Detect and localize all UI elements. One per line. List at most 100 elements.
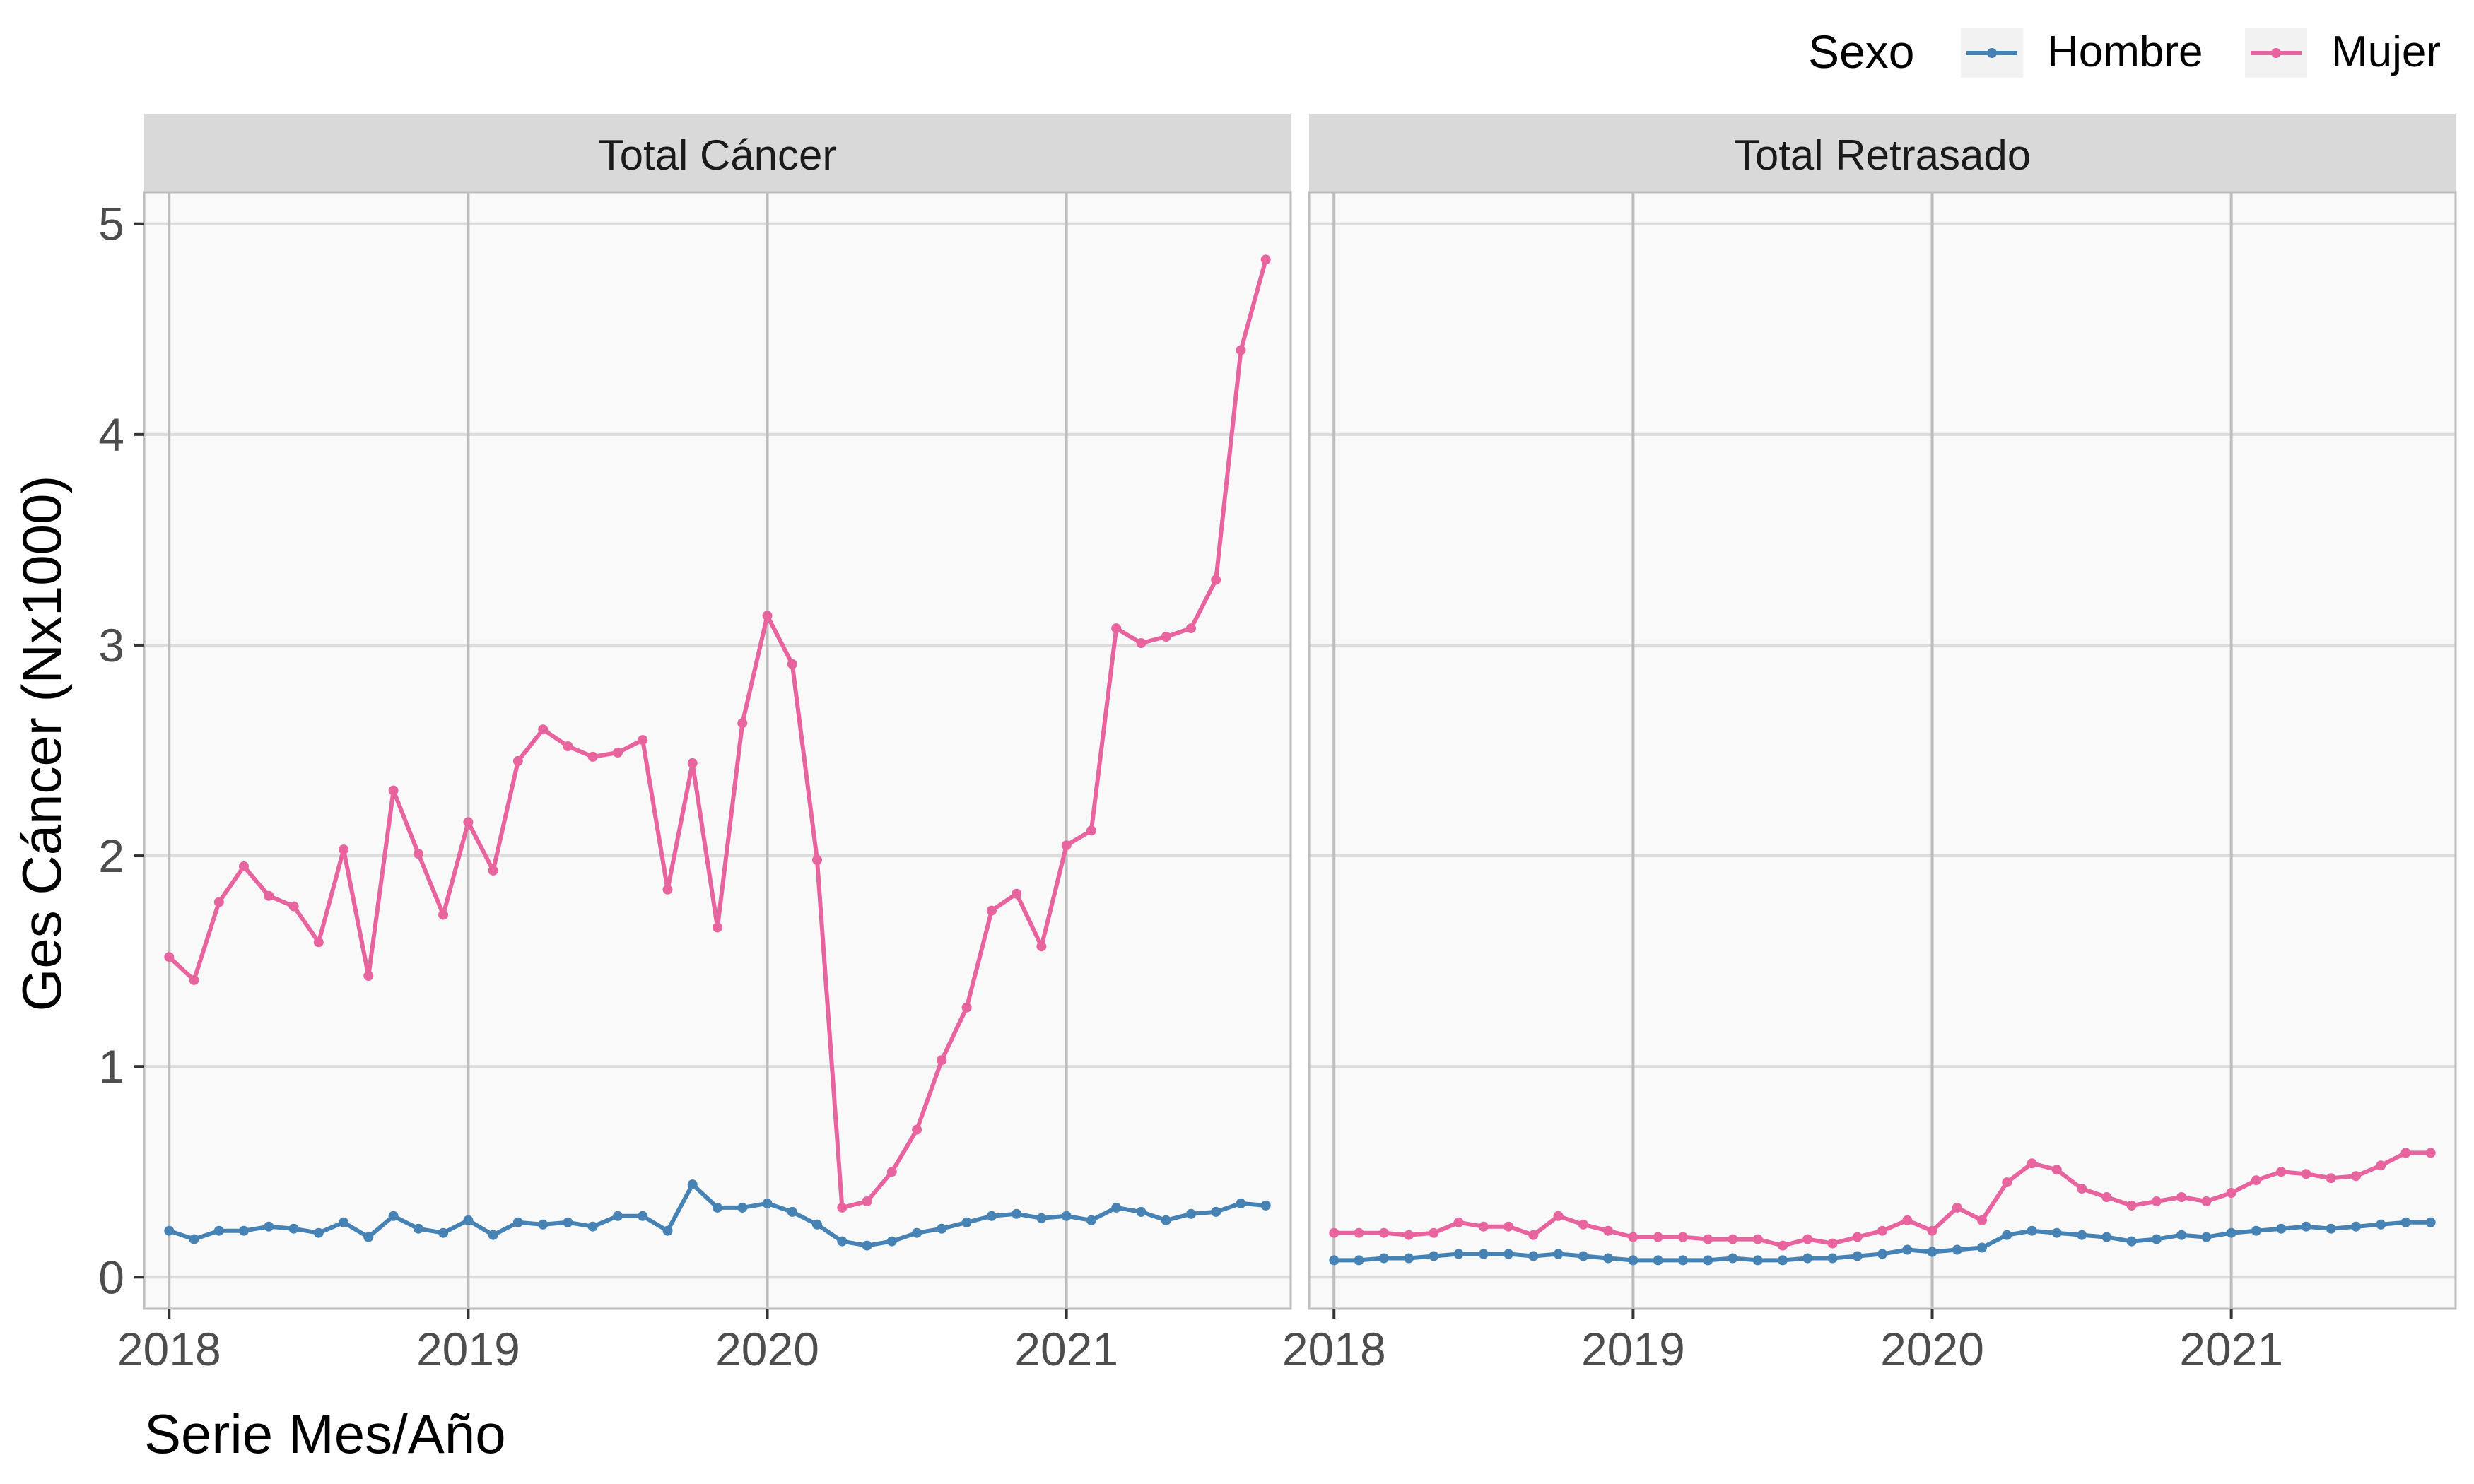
data-point-hombre [1653,1255,1663,1266]
data-point-hombre [1012,1208,1022,1219]
data-point-hombre [1578,1251,1588,1261]
data-point-hombre [512,1217,523,1227]
data-point-hombre [1329,1255,1339,1266]
data-point-mujer [1503,1221,1514,1232]
data-point-hombre [239,1225,249,1236]
data-point-hombre [2027,1225,2037,1236]
data-point-hombre [1927,1247,1937,1257]
data-point-mujer [213,897,224,907]
x-tick-label: 2018 [117,1323,221,1375]
data-point-hombre [2051,1227,2062,1238]
data-point-hombre [1528,1251,1539,1261]
y-tick-label: 4 [98,408,124,461]
facet-strip [144,114,1291,192]
data-point-mujer [886,1167,897,1177]
data-point-hombre [2326,1223,2336,1234]
y-tick-label: 3 [98,619,124,671]
data-point-hombre [288,1223,299,1234]
data-point-hombre [1161,1215,1171,1225]
data-point-hombre [2276,1223,2287,1234]
data-point-mujer [1852,1232,1863,1242]
data-point-hombre [1136,1206,1147,1217]
data-point-mujer [2425,1148,2436,1158]
data-point-mujer [1778,1240,1788,1251]
data-point-hombre [2351,1221,2361,1232]
data-point-hombre [2251,1225,2261,1236]
plot-background [144,192,1291,1309]
data-point-mujer [638,735,648,746]
data-point-hombre [1503,1249,1514,1259]
data-point-mujer [1752,1234,1763,1244]
data-point-mujer [1186,623,1196,634]
data-point-mujer [264,890,274,901]
data-point-hombre [961,1217,972,1227]
data-point-mujer [2276,1167,2287,1177]
data-point-hombre [812,1219,822,1230]
data-point-mujer [2101,1192,2112,1202]
legend-item-mujer: Mujer [2245,28,2441,78]
x-tick-label: 2019 [1581,1323,1685,1375]
data-point-hombre [1603,1253,1614,1264]
legend-title: Sexo [1808,25,1914,78]
data-point-hombre [1354,1255,1364,1266]
data-point-hombre [2201,1232,2212,1242]
data-point-mujer [239,861,249,871]
data-point-mujer [538,724,549,735]
data-point-hombre [1211,1206,1221,1217]
data-point-hombre [662,1225,673,1236]
data-point-mujer [1086,825,1096,836]
data-point-hombre [1036,1213,1047,1223]
data-point-hombre [438,1227,449,1238]
data-point-mujer [2226,1188,2236,1198]
legend-label-mujer: Mujer [2331,28,2441,76]
data-point-mujer [1653,1232,1663,1242]
data-point-hombre [587,1221,598,1232]
data-point-mujer [488,865,498,876]
data-point-hombre [538,1219,549,1230]
data-point-mujer [164,952,175,962]
data-point-hombre [1677,1255,1688,1266]
data-point-hombre [213,1225,224,1236]
data-point-mujer [1977,1215,1987,1225]
data-point-mujer [1329,1227,1339,1238]
data-point-mujer [613,748,623,758]
data-point-mujer [1136,638,1147,648]
data-point-mujer [737,718,748,729]
data-point-hombre [413,1223,423,1234]
panel-border [143,191,1292,1310]
data-point-hombre [2301,1221,2311,1232]
data-point-hombre [1111,1202,1122,1213]
data-point-mujer [2201,1196,2212,1206]
data-point-mujer [1952,1202,1962,1213]
data-point-mujer [1927,1225,1937,1236]
data-point-mujer [2002,1177,2012,1188]
legend-label-hombre: Hombre [2047,28,2203,76]
data-point-mujer [1902,1215,1913,1225]
data-point-mujer [563,741,573,751]
data-point-mujer [862,1196,872,1206]
data-point-mujer [2400,1148,2411,1158]
data-point-mujer [937,1055,947,1066]
data-point-hombre [2101,1232,2112,1242]
data-point-hombre [912,1227,922,1238]
x-tick-label: 2021 [1014,1323,1118,1375]
data-point-mujer [288,901,299,912]
legend: Sexo Hombre Mujer [1808,25,2441,78]
data-point-hombre [1478,1249,1489,1259]
data-point-mujer [986,905,997,916]
data-point-hombre [1236,1198,1246,1208]
data-point-mujer [1036,941,1047,952]
x-tick-label: 2018 [1282,1323,1386,1375]
data-point-hombre [837,1236,848,1247]
data-point-hombre [762,1198,773,1208]
data-point-hombre [1404,1253,1414,1264]
data-point-mujer [1827,1238,1838,1249]
data-point-mujer [662,884,673,895]
data-point-hombre [164,1225,175,1236]
panel-border [1308,191,2457,1310]
x-axis-title: Serie Mes/Año [144,1403,506,1465]
data-point-mujer [587,751,598,762]
data-point-mujer [1378,1227,1389,1238]
data-point-mujer [1211,575,1221,585]
